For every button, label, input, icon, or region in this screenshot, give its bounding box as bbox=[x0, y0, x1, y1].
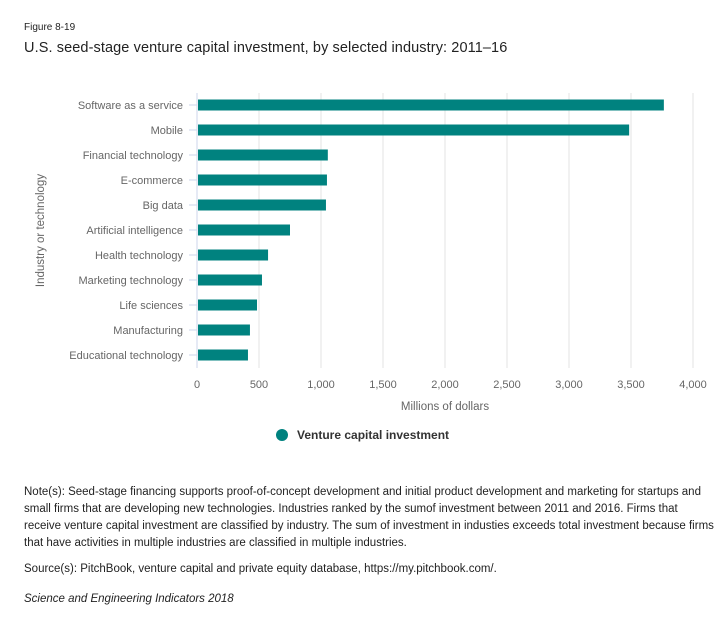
y-axis-labels: Software as a service Mobile Financial tec… bbox=[69, 100, 197, 362]
bar[interactable] bbox=[198, 249, 269, 261]
x-tick-label: 3,000 bbox=[555, 379, 583, 391]
x-tick-label: 3,500 bbox=[617, 379, 645, 391]
legend-label: Venture capital investment bbox=[297, 428, 450, 442]
bar[interactable] bbox=[198, 99, 664, 111]
bar[interactable] bbox=[198, 324, 250, 336]
y-axis-title: Industry or technology bbox=[35, 174, 47, 287]
chart-title: U.S. seed-stage venture capital investme… bbox=[24, 40, 508, 56]
y-tick-label: Manufacturing bbox=[113, 325, 183, 337]
y-tick-label: Software as a service bbox=[78, 100, 183, 112]
source-text: Source(s): PitchBook, venture capital an… bbox=[24, 563, 497, 575]
x-tick-label: 1,500 bbox=[369, 379, 397, 391]
y-tick-label: Educational technology bbox=[69, 350, 183, 362]
bar[interactable] bbox=[198, 149, 328, 161]
bar[interactable] bbox=[198, 349, 248, 361]
y-tick-label: Big data bbox=[143, 200, 184, 212]
y-tick-label: Life sciences bbox=[119, 300, 183, 312]
bar-chart: Software as a service Mobile Financial tec… bbox=[35, 93, 707, 413]
figure-label: Figure 8-19 bbox=[24, 22, 76, 33]
x-tick-label: 500 bbox=[250, 379, 268, 391]
y-tick-label: Marketing technology bbox=[78, 275, 183, 287]
y-tick-label: Financial technology bbox=[83, 150, 184, 162]
x-tick-label: 2,000 bbox=[431, 379, 459, 391]
note-text: Note(s): Seed-stage financing supports p… bbox=[24, 486, 714, 549]
x-tick-label: 4,000 bbox=[679, 379, 707, 391]
legend-marker-icon bbox=[276, 429, 288, 441]
y-tick-label: Health technology bbox=[95, 250, 184, 262]
y-tick-label: E-commerce bbox=[121, 175, 183, 187]
gridlines bbox=[258, 93, 694, 368]
bar[interactable] bbox=[198, 224, 290, 236]
x-axis-labels: 0 500 1,000 1,500 2,000 2,500 3,000 3,500 4,000 bbox=[194, 379, 707, 391]
y-tick-label: Artificial intelligence bbox=[86, 225, 183, 237]
bars bbox=[198, 99, 664, 361]
legend[interactable]: Venture capital investment bbox=[276, 428, 449, 442]
x-tick-label: 1,000 bbox=[307, 379, 335, 391]
bar[interactable] bbox=[198, 299, 258, 311]
citation-text: Science and Engineering Indicators 2018 bbox=[24, 593, 234, 605]
bar[interactable] bbox=[198, 174, 327, 186]
x-axis-title: Millions of dollars bbox=[401, 401, 489, 413]
bar[interactable] bbox=[198, 124, 630, 136]
bar[interactable] bbox=[198, 199, 326, 211]
x-tick-label: 0 bbox=[194, 379, 200, 391]
bar[interactable] bbox=[198, 274, 262, 286]
x-tick-label: 2,500 bbox=[493, 379, 521, 391]
y-tick-label: Mobile bbox=[151, 125, 183, 137]
